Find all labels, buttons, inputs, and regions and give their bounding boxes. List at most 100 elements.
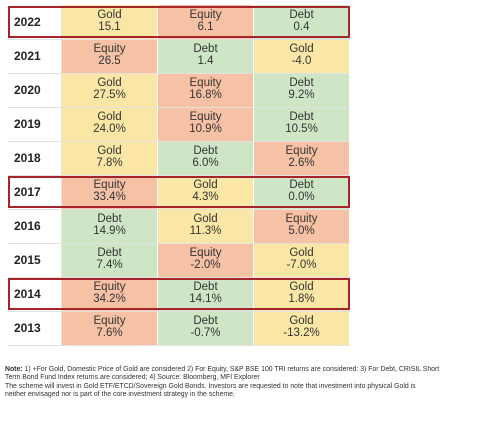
return-cell: Gold 15.1 [62, 5, 158, 39]
return-value: 2.6% [288, 157, 315, 169]
year-label: 2021 [8, 39, 62, 73]
row-divider [8, 311, 350, 312]
asset-name: Equity [93, 281, 126, 293]
year-label: 2017 [8, 175, 62, 209]
asset-name: Gold [97, 77, 122, 89]
return-value: 24.0% [93, 123, 126, 135]
return-cell: Gold 11.3% [158, 209, 254, 243]
return-value: 7.4% [96, 259, 123, 271]
asset-name: Equity [189, 9, 222, 21]
asset-name: Equity [285, 145, 318, 157]
return-value: 27.5% [93, 89, 126, 101]
asset-name: Gold [97, 9, 122, 21]
return-value: 1.8% [288, 293, 315, 305]
return-cell: Gold 24.0% [62, 107, 158, 141]
return-value: 6.1 [197, 21, 214, 33]
asset-name: Debt [97, 247, 122, 259]
return-cell: Gold -13.2% [254, 311, 350, 345]
return-cell: Equity 5.0% [254, 209, 350, 243]
asset-name: Debt [193, 43, 218, 55]
asset-name: Equity [189, 247, 222, 259]
return-cell: Equity 26.5 [62, 39, 158, 73]
return-cell: Gold -4.0 [254, 39, 350, 73]
return-cell: Equity 6.1 [158, 5, 254, 39]
return-cell: Debt 0.4 [254, 5, 350, 39]
asset-name: Debt [289, 111, 314, 123]
asset-name: Equity [285, 213, 318, 225]
return-value: 6.0% [192, 157, 219, 169]
asset-name: Debt [193, 145, 218, 157]
return-cell: Equity 33.4% [62, 175, 158, 209]
asset-name: Equity [93, 179, 126, 191]
table-row: 2020 Gold 27.5% Equity 16.8% Debt 9.2% [8, 73, 350, 107]
return-value: 9.2% [288, 89, 315, 101]
asset-name: Debt [289, 179, 314, 191]
return-value: -0.7% [190, 327, 221, 339]
table-row: 2017 Equity 33.4% Gold 4.3% Debt 0.0% [8, 175, 350, 209]
return-value: 16.8% [189, 89, 222, 101]
return-value: 0.0% [288, 191, 315, 203]
return-value: 7.8% [96, 157, 123, 169]
note-line-1: 1) +For Gold, Domestic Price of Gold are… [22, 366, 440, 373]
table-row: 2018 Gold 7.8% Debt 6.0% Equity 2.6% [8, 141, 350, 175]
return-cell: Debt -0.7% [158, 311, 254, 345]
table-row: 2022 Gold 15.1 Equity 6.1 Debt 0.4 [8, 5, 350, 39]
return-value: 0.4 [293, 21, 310, 33]
year-label: 2016 [8, 209, 62, 243]
return-cell: Equity 34.2% [62, 277, 158, 311]
asset-name: Equity [93, 43, 126, 55]
asset-name: Gold [289, 247, 314, 259]
return-cell: Gold 27.5% [62, 73, 158, 107]
asset-name: Gold [289, 43, 314, 55]
asset-name: Gold [97, 111, 122, 123]
row-divider [8, 39, 350, 40]
return-cell: Gold 7.8% [62, 141, 158, 175]
year-label: 2015 [8, 243, 62, 277]
row-divider [8, 73, 350, 74]
return-value: 34.2% [93, 293, 126, 305]
return-cell: Debt 1.4 [158, 39, 254, 73]
return-cell: Equity -2.0% [158, 243, 254, 277]
row-divider [8, 107, 350, 108]
return-value: 5.0% [288, 225, 315, 237]
return-cell: Gold 1.8% [254, 277, 350, 311]
return-value: 26.5 [98, 55, 121, 67]
asset-name: Equity [93, 315, 126, 327]
note-label: Note: [5, 366, 23, 373]
return-cell: Equity 2.6% [254, 141, 350, 175]
return-cell: Debt 0.0% [254, 175, 350, 209]
note-text: Note: 1) +For Gold, Domestic Price of Go… [5, 366, 495, 399]
return-value: 7.6% [96, 327, 123, 339]
return-value: 14.1% [189, 293, 222, 305]
asset-name: Equity [189, 111, 222, 123]
return-value: 33.4% [93, 191, 126, 203]
asset-name: Gold [97, 145, 122, 157]
return-value: -2.0% [190, 259, 221, 271]
asset-name: Equity [189, 77, 222, 89]
asset-name: Debt [193, 281, 218, 293]
return-value: 10.5% [285, 123, 318, 135]
year-label: 2022 [8, 5, 62, 39]
return-cell: Gold -7.0% [254, 243, 350, 277]
return-cell: Equity 16.8% [158, 73, 254, 107]
return-value: 14.9% [93, 225, 126, 237]
row-divider [8, 209, 350, 210]
asset-name: Gold [193, 179, 218, 191]
year-label: 2013 [8, 311, 62, 345]
asset-name: Debt [193, 315, 218, 327]
return-value: 15.1 [98, 21, 121, 33]
return-cell: Equity 7.6% [62, 311, 158, 345]
return-value: -4.0 [291, 55, 312, 67]
return-value: -7.0% [286, 259, 317, 271]
return-cell: Debt 10.5% [254, 107, 350, 141]
table-row: 2016 Debt 14.9% Gold 11.3% Equity 5.0% [8, 209, 350, 243]
return-cell: Debt 14.9% [62, 209, 158, 243]
return-cell: Equity 10.9% [158, 107, 254, 141]
return-cell: Debt 6.0% [158, 141, 254, 175]
table-row: 2019 Gold 24.0% Equity 10.9% Debt 10.5% [8, 107, 350, 141]
return-value: -13.2% [283, 327, 320, 339]
year-label: 2014 [8, 277, 62, 311]
row-divider [8, 141, 350, 142]
row-divider [8, 243, 350, 244]
asset-name: Debt [97, 213, 122, 225]
